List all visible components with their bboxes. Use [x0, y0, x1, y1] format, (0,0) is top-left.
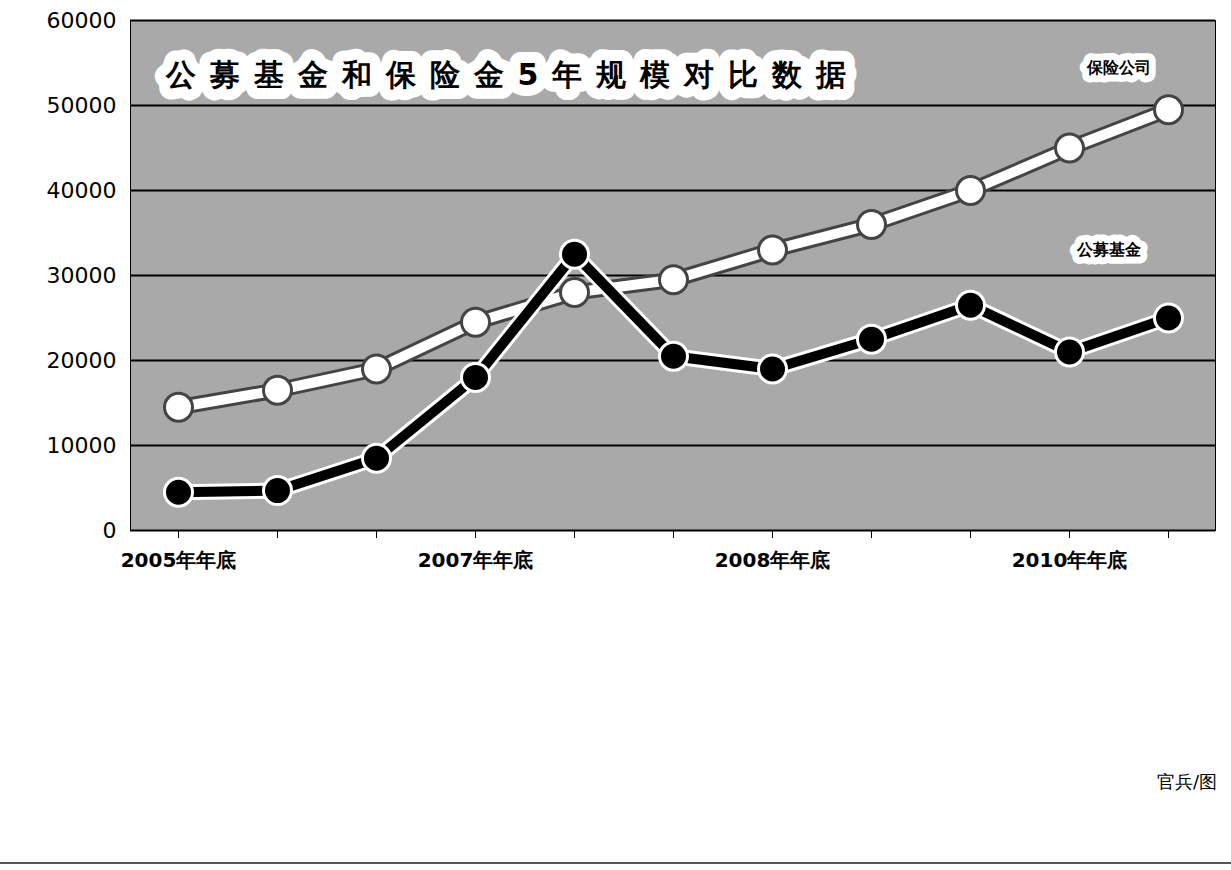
svg-text:0: 0: [103, 518, 117, 543]
svg-text:40000: 40000: [47, 178, 117, 203]
svg-text:60000: 60000: [47, 8, 117, 33]
svg-text:2007年年底: 2007年年底: [418, 548, 534, 572]
svg-text:公募基金: 公募基金: [1076, 240, 1141, 259]
svg-text:30000: 30000: [47, 263, 117, 288]
svg-text:公募基金和保险金5年规模对比数据: 公募基金和保险金5年规模对比数据: [165, 57, 861, 92]
svg-text:2008年年底: 2008年年底: [715, 548, 831, 572]
svg-text:保险公司: 保险公司: [1086, 58, 1151, 77]
svg-text:2010年年底: 2010年年底: [1012, 548, 1128, 572]
svg-text:50000: 50000: [47, 93, 117, 118]
svg-text:10000: 10000: [47, 433, 117, 458]
svg-text:20000: 20000: [47, 348, 117, 373]
html-text:官兵/图: 官兵/图: [1156, 771, 1217, 792]
svg-text:2005年年底: 2005年年底: [121, 548, 237, 572]
